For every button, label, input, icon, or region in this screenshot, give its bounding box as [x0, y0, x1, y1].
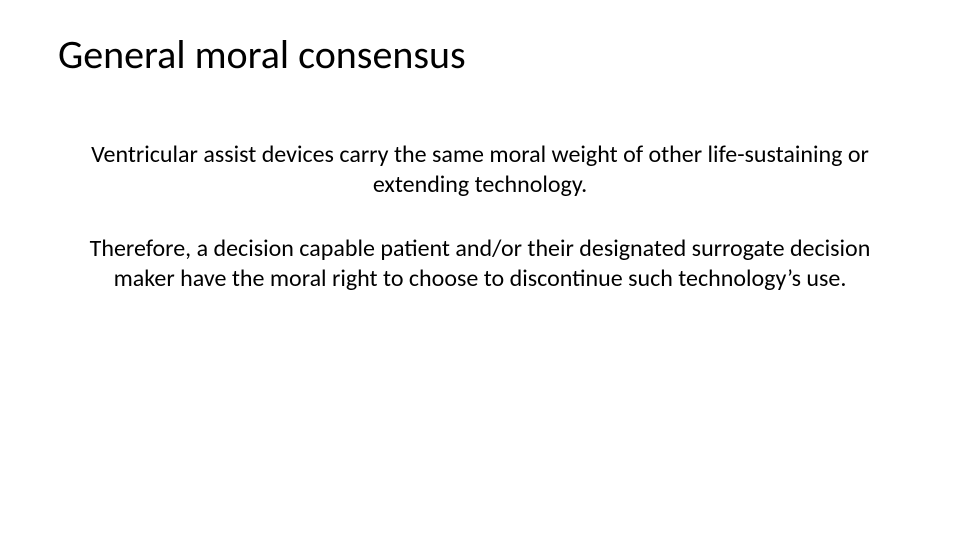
slide-body: Ventricular assist devices carry the sam… — [58, 140, 902, 328]
slide: General moral consensus Ventricular assi… — [0, 0, 960, 540]
body-paragraph: Ventricular assist devices carry the sam… — [58, 140, 902, 200]
slide-title: General moral consensus — [58, 32, 902, 78]
body-paragraph: Therefore, a decision capable patient an… — [58, 234, 902, 294]
